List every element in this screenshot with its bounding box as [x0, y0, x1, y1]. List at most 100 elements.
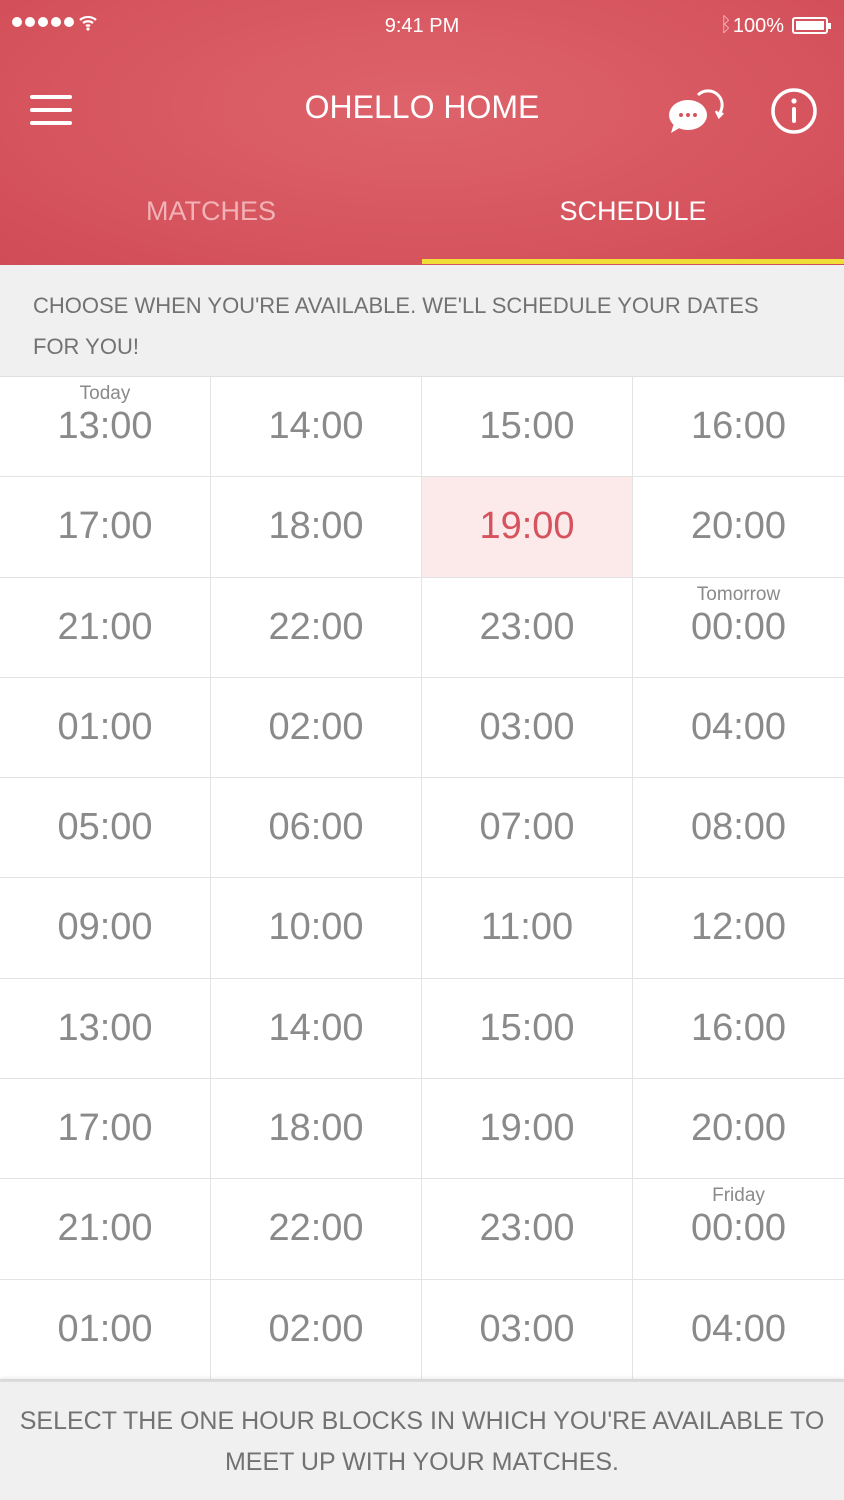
- schedule-grid: Today 13:00 14:00 15:00 16:00 17:00 18:00 19:00…: [0, 377, 844, 1380]
- time-label: 22:00: [268, 605, 364, 648]
- time-label: 13:00: [57, 405, 153, 447]
- time-slot[interactable]: 11:00: [422, 878, 633, 979]
- time-label: 11:00: [480, 906, 574, 949]
- signal-icon: [12, 17, 74, 27]
- time-slot[interactable]: 21:00: [0, 1179, 211, 1280]
- time-label: 02:00: [268, 705, 364, 748]
- time-label: 02:00: [268, 1307, 364, 1350]
- status-bar: 9:41 PM ᛒ 100%: [0, 12, 844, 42]
- time-slot[interactable]: 10:00: [211, 878, 422, 979]
- time-slot[interactable]: 14:00: [211, 377, 422, 478]
- time-slot[interactable]: 14:00: [211, 978, 422, 1080]
- time-label: 13:00: [57, 1006, 153, 1049]
- time-label: 05:00: [57, 806, 153, 849]
- wifi-icon: [79, 15, 97, 31]
- time-label: 14:00: [268, 405, 364, 447]
- time-label: 18:00: [268, 505, 364, 548]
- time-label: 01:00: [57, 1307, 153, 1350]
- day-label: Today: [79, 383, 131, 404]
- time-slot[interactable]: 16:00: [633, 979, 844, 1080]
- time-slot[interactable]: 05:00: [0, 778, 211, 879]
- status-time: 9:41 PM: [384, 15, 460, 37]
- time-slot[interactable]: 03:00: [422, 677, 633, 779]
- time-slot[interactable]: 20:00: [633, 477, 844, 578]
- time-slot[interactable]: 16:00: [633, 377, 844, 478]
- time-label: 15:00: [479, 405, 575, 447]
- time-slot[interactable]: 21:00: [0, 577, 211, 678]
- time-slot[interactable]: 09:00: [0, 878, 211, 979]
- time-slot[interactable]: 15:00: [422, 377, 633, 478]
- time-slot[interactable]: 03:00: [422, 1279, 633, 1380]
- time-label: 06:00: [268, 806, 364, 849]
- time-slot[interactable]: 20:00: [633, 1079, 844, 1180]
- app-header: 9:41 PM ᛒ 100% OHELLO HOME MATCHES SCHED…: [0, 0, 844, 265]
- time-slot[interactable]: 18:00: [211, 477, 422, 578]
- time-slot[interactable]: 07:00: [422, 778, 633, 879]
- time-label: 00:00: [690, 1207, 787, 1250]
- time-slot[interactable]: 06:00: [211, 778, 422, 879]
- time-slot[interactable]: 01:00: [0, 677, 211, 779]
- time-label: 08:00: [690, 806, 787, 849]
- time-slot[interactable]: 08:00: [633, 778, 844, 879]
- time-slot[interactable]: Friday 00:00: [633, 1179, 844, 1280]
- time-label: 20:00: [690, 505, 787, 548]
- time-label: 10:00: [268, 906, 364, 949]
- bluetooth-icon: ᛒ: [720, 14, 732, 36]
- time-slot[interactable]: 13:00: [0, 978, 211, 1080]
- time-slot[interactable]: 19:00: [422, 477, 633, 578]
- time-slot[interactable]: 18:00: [211, 1079, 422, 1180]
- day-label: Friday: [712, 1185, 765, 1207]
- tab-schedule[interactable]: SCHEDULE: [559, 196, 707, 226]
- time-label: 14:00: [268, 1006, 364, 1049]
- time-slot[interactable]: 22:00: [211, 1179, 422, 1280]
- time-slot[interactable]: 23:00: [422, 1179, 633, 1280]
- time-slot[interactable]: 22:00: [211, 577, 422, 678]
- time-slot[interactable]: 15:00: [422, 978, 633, 1080]
- time-slot[interactable]: Today 13:00: [0, 377, 211, 478]
- time-label: 16:00: [690, 405, 787, 447]
- battery-percent: 100%: [732, 15, 784, 37]
- time-label: 23:00: [479, 605, 575, 648]
- chat-icon[interactable]: [666, 85, 726, 137]
- time-slot[interactable]: 04:00: [633, 1280, 844, 1380]
- time-label: 21:00: [57, 605, 153, 648]
- time-slot[interactable]: 19:00: [422, 1079, 633, 1180]
- time-label: 04:00: [690, 705, 787, 748]
- time-slot[interactable]: 01:00: [0, 1279, 211, 1380]
- time-label: 07:00: [479, 806, 575, 849]
- day-label: Tomorrow: [696, 583, 781, 605]
- time-slot[interactable]: 17:00: [0, 477, 211, 578]
- time-slot[interactable]: Tomorrow 00:00: [633, 578, 844, 678]
- tab-matches[interactable]: MATCHES: [145, 196, 276, 226]
- time-label: 04:00: [690, 1307, 787, 1350]
- time-label: 15:00: [479, 1006, 575, 1049]
- time-label: 00:00: [690, 605, 787, 648]
- time-label: 01:00: [57, 705, 153, 748]
- battery-icon: [792, 17, 831, 34]
- time-slot[interactable]: 17:00: [0, 1079, 211, 1180]
- time-label: 19:00: [479, 1107, 575, 1150]
- time-label: 16:00: [690, 1006, 787, 1049]
- intro-text: CHOOSE WHEN YOU'RE AVAILABLE. WE'LL SCHE…: [0, 265, 844, 377]
- time-label: 17:00: [57, 505, 153, 548]
- footer-hint: SELECT THE ONE HOUR BLOCKS IN WHICH YOU'…: [0, 1380, 844, 1500]
- time-slot[interactable]: 02:00: [211, 677, 422, 779]
- active-tab-indicator: [422, 259, 844, 264]
- time-label: 17:00: [57, 1107, 153, 1150]
- time-label: 20:00: [690, 1107, 787, 1150]
- menu-button[interactable]: [30, 95, 72, 125]
- time-slot[interactable]: 23:00: [422, 577, 633, 678]
- time-label: 12:00: [690, 906, 787, 949]
- time-label: 22:00: [268, 1207, 364, 1250]
- info-icon[interactable]: [770, 87, 818, 135]
- time-label: 23:00: [479, 1207, 575, 1250]
- time-slot[interactable]: 04:00: [633, 678, 844, 779]
- time-slot[interactable]: 12:00: [633, 878, 844, 979]
- time-label: 09:00: [57, 906, 153, 949]
- time-slot[interactable]: 02:00: [211, 1279, 422, 1380]
- time-label: 03:00: [479, 1307, 575, 1350]
- page-title: OHELLO HOME: [304, 89, 540, 125]
- time-label: 18:00: [268, 1107, 364, 1150]
- time-label: 21:00: [57, 1207, 153, 1250]
- time-label: 03:00: [479, 705, 575, 748]
